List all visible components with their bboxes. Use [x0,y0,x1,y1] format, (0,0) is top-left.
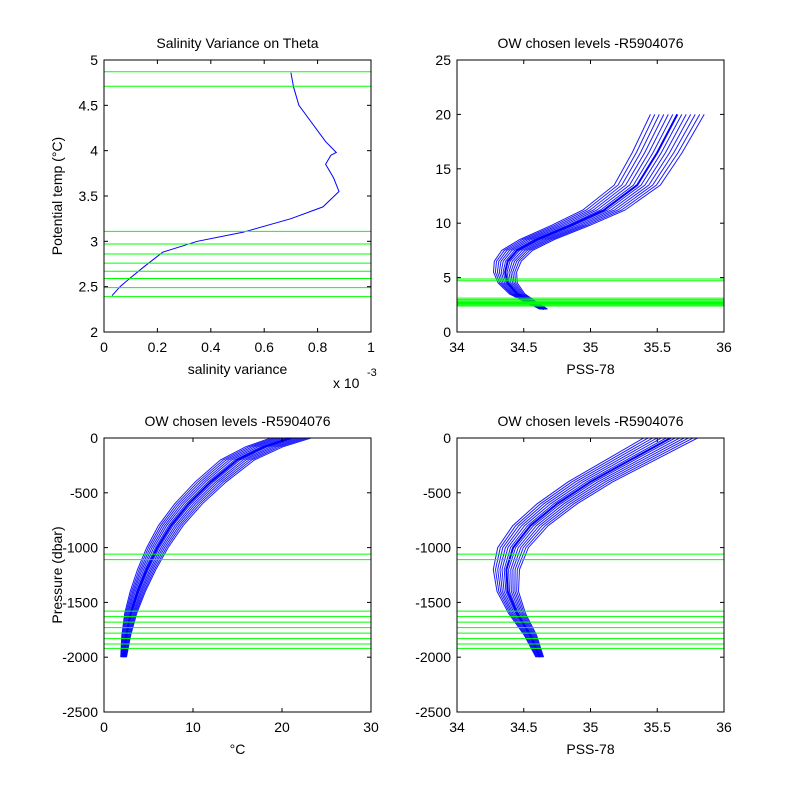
series-line [504,113,679,311]
x-tick-label: 0.6 [254,339,274,355]
series-line [503,438,667,658]
y-tick-label: 10 [435,215,451,231]
chart-title: OW chosen levels -R5904076 [145,413,331,429]
series-line [512,114,696,310]
chart-title: Salinity Variance on Theta [156,35,318,51]
y-tick-label: -2500 [415,704,451,720]
series-line [510,114,692,310]
series-line [492,114,651,310]
series-line [510,438,680,658]
x-tick-label: 35 [583,339,599,355]
y-tick-label: 4 [90,143,98,159]
series-line [517,438,698,658]
y-tick-label: 2 [90,324,98,340]
plot-area [104,60,371,332]
y-tick-label: -2000 [415,649,451,665]
x-tick-label: 1 [367,339,375,355]
y-tick-label: -500 [70,485,98,501]
x-axis-label: PSS-78 [566,741,614,757]
chart-title: OW chosen levels -R5904076 [498,35,684,51]
series-line [512,438,685,658]
y-tick-label: -2500 [62,704,98,720]
plot-area [457,438,724,712]
x-axis-label: PSS-78 [566,361,614,377]
axes-box [103,437,372,713]
x-tick-label: 0.4 [201,339,221,355]
x-tick-label: 35.5 [644,339,671,355]
series-line [514,114,701,310]
series-line [494,438,649,658]
chart-panel-2: 34 34.5 35 35.5 36 0 5 10 15 20 25 OW chosen levels… [435,35,732,377]
x-tick-label: 10 [185,719,201,735]
series-line [508,114,687,310]
y-tick-label: 5 [90,52,98,68]
series-line [498,114,665,310]
y-axis-label: Pressure (dbar) [49,526,65,623]
x-tick-label: 34.5 [510,339,537,355]
x-tick-label: 35.5 [644,719,671,735]
y-tick-label: 0 [443,430,451,446]
y-tick-label: 3 [90,233,98,249]
y-tick-label: -500 [423,485,451,501]
chart-title: OW chosen levels -R5904076 [498,413,684,429]
y-axis-label: Potential temp (°C) [49,137,65,255]
y-tick-label: 3.5 [79,188,99,204]
y-tick-label: -1000 [62,540,98,556]
series-line [497,438,653,658]
y-tick-label: 0 [443,324,451,340]
chart-panel-1: 0 0.2 0.4 0.6 0.8 1 2 2.5 3 3.5 4 4.5 5 Salinity Vari… [49,35,377,391]
plot-content [104,71,371,298]
x-tick-label: 0 [100,339,108,355]
y-tick-label: 5 [443,270,451,286]
series-line [492,438,644,658]
y-tick-label: 15 [435,161,451,177]
plot-content [104,438,371,658]
y-tick-label: 25 [435,52,451,68]
y-tick-label: -1500 [415,594,451,610]
series-line [508,438,676,658]
x-axis-label: °C [230,741,246,757]
y-tick-label: -1500 [62,594,98,610]
x-tick-label: 0 [100,719,108,735]
x-tick-label: 34 [449,719,465,735]
y-tick-label: 0 [90,430,98,446]
series-line [494,114,656,310]
x-tick-label: 30 [363,719,379,735]
series-line [516,114,705,310]
plot-content [457,438,724,658]
x-tick-label: 20 [274,719,290,735]
y-tick-label: 2.5 [79,279,99,295]
chart-panel-3: 0 10 20 30 -2500 -2000 -1500 -1000 -500 0 OW chose… [49,413,379,757]
series-line [496,114,660,310]
x-tick-label: 36 [716,339,732,355]
x-tick-label: 36 [716,719,732,735]
series-line [500,114,669,310]
series-line [501,438,662,658]
y-tick-label: 20 [435,106,451,122]
x-tick-label: 0.2 [148,339,168,355]
x-exponent-label: x 10 [333,375,360,391]
series-line [516,438,694,658]
plot-area [457,60,724,332]
x-tick-label: 34.5 [510,719,537,735]
series-line [111,72,340,297]
y-tick-label: 4.5 [79,97,99,113]
x-tick-label: 34 [449,339,465,355]
series-line [505,438,672,658]
x-axis-label: salinity variance [188,361,288,377]
chart-panel-4: 34 34.5 35 35.5 36 -2500 -2000 -1500 -1000 -500 0 O… [415,413,732,757]
y-tick-label: -2000 [62,649,98,665]
x-tick-label: 0.8 [308,339,328,355]
x-tick-label: 35 [583,719,599,735]
y-tick-label: -1000 [415,540,451,556]
plot-content [457,113,724,311]
series-line [514,438,689,658]
x-exponent-power: -3 [367,367,377,379]
series-line [499,438,658,658]
